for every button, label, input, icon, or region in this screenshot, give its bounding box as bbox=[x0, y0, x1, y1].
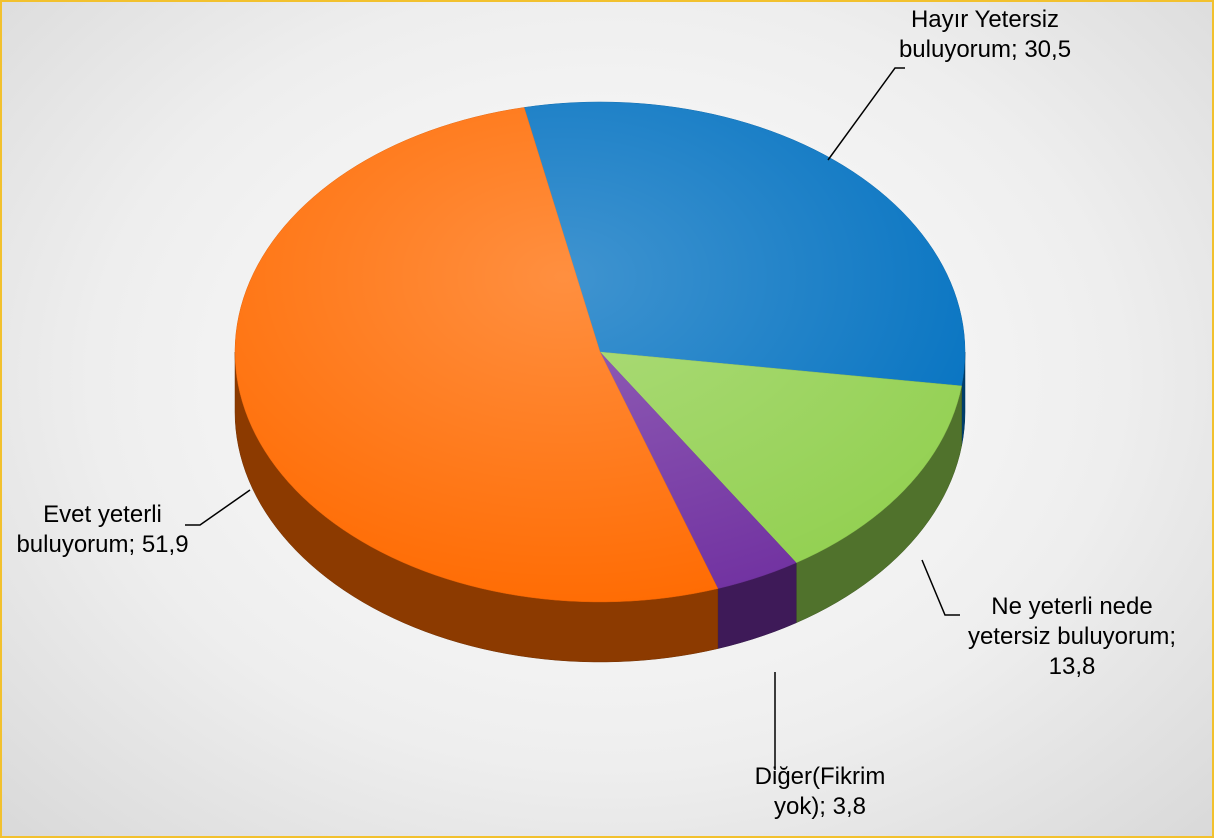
leader-line bbox=[921, 559, 960, 616]
leader-line bbox=[185, 489, 251, 526]
leader-line bbox=[827, 67, 905, 161]
data-label: Diğer(Fikrim yok); 3,8 bbox=[754, 763, 886, 820]
leader-lines bbox=[185, 67, 960, 770]
data-label: Hayır Yetersiz buluyorum; 30,5 bbox=[898, 6, 1072, 63]
data-label: Evet yeterli buluyorum; 51,9 bbox=[16, 501, 189, 558]
data-label: Ne yeterli nede yetersiz buluyorum; 13,8 bbox=[967, 593, 1177, 680]
